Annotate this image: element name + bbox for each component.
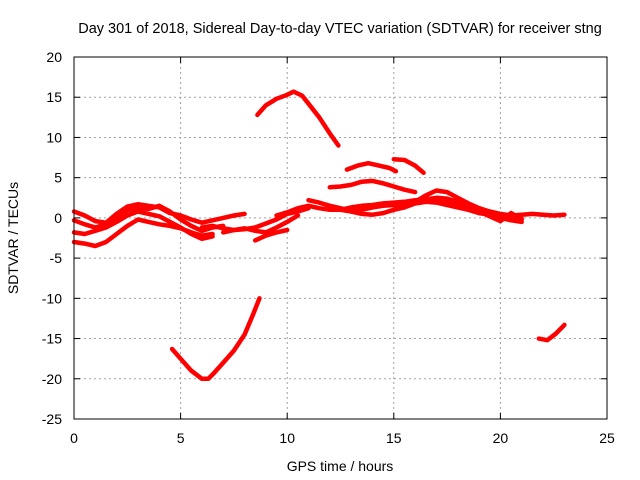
y-tick-label: 15 <box>46 89 62 105</box>
series-line-arc-2 <box>71 203 226 234</box>
series-line-arc-18 <box>536 322 567 343</box>
x-tick-label: 15 <box>386 430 402 446</box>
y-tick-label: -20 <box>42 371 62 387</box>
y-tick-label: -25 <box>42 411 62 427</box>
x-tick-label: 0 <box>70 430 78 446</box>
plot-frame <box>73 56 608 420</box>
ticks <box>73 56 608 420</box>
y-tick-label: -5 <box>50 250 63 266</box>
grid <box>74 57 607 419</box>
chart-title: Day 301 of 2018, Sidereal Day-to-day VTE… <box>78 21 602 37</box>
series-line-arc-14 <box>255 89 341 148</box>
x-tick-label: 5 <box>177 430 185 446</box>
series-line-arc-16 <box>391 156 426 176</box>
y-tick-label: -15 <box>42 331 62 347</box>
x-tick-label: 20 <box>493 430 509 446</box>
x-axis-label: GPS time / hours <box>287 458 394 474</box>
y-tick-label: -10 <box>42 290 62 306</box>
y-tick-label: 0 <box>54 210 62 226</box>
series-line-arc-6 <box>220 213 301 235</box>
series-line-arc-7 <box>252 227 290 243</box>
y-tick-label: 5 <box>54 170 62 186</box>
series-line-arc-15 <box>344 160 399 174</box>
y-tick-label: 20 <box>46 49 62 65</box>
tick-labels: 0 5 10 15 20 25 -25 -20 -15 -10 -5 0 5 10 15 20 <box>42 49 615 446</box>
series-line-arc-12 <box>476 209 524 224</box>
series-line-arc-4 <box>71 217 215 249</box>
y-tick-label: 10 <box>46 129 62 145</box>
y-axis-label: SDTVAR / TECUs <box>5 182 21 294</box>
series-line-arc-13 <box>169 296 262 382</box>
x-tick-label: 10 <box>279 430 295 446</box>
series-line-arc-11 <box>391 197 524 225</box>
x-tick-label: 25 <box>599 430 615 446</box>
series-line-arc-17 <box>327 178 418 195</box>
series-group <box>71 89 567 382</box>
